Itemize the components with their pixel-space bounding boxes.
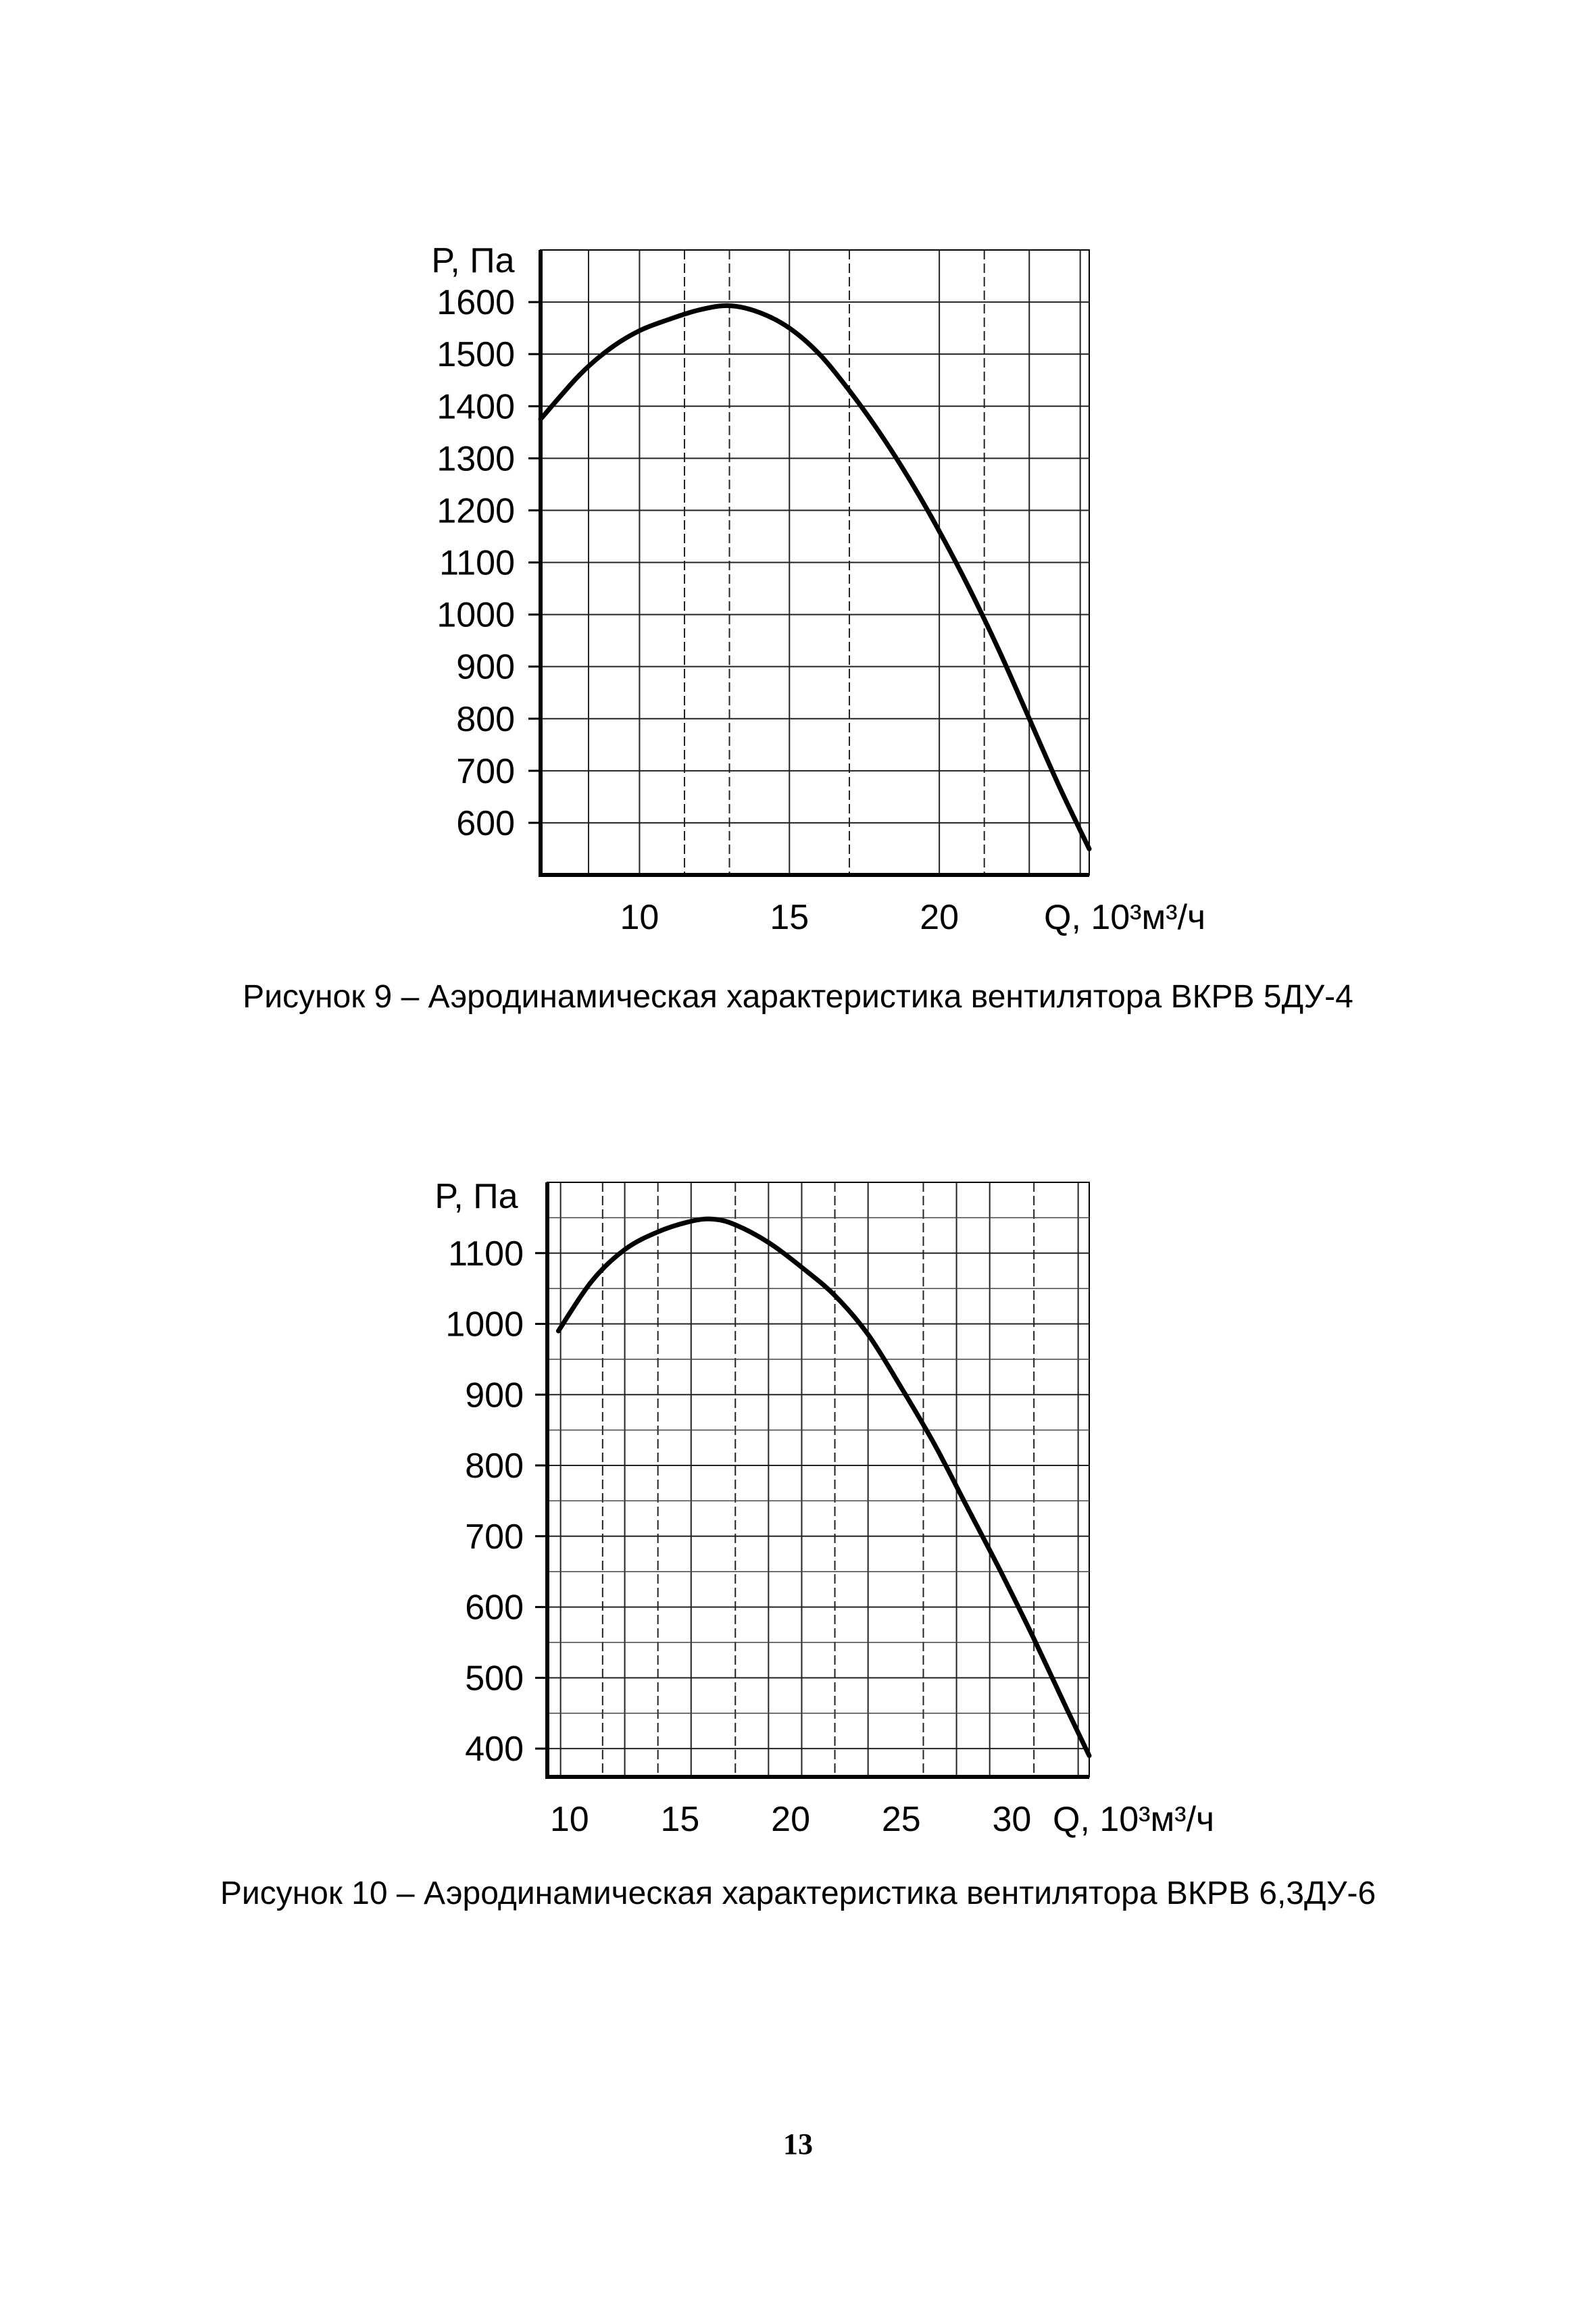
y-tick-label: 700	[456, 752, 515, 791]
x-tick-label: 10	[550, 1800, 589, 1839]
x-tick-label: 25	[882, 1800, 921, 1839]
y-tick-label: 800	[465, 1447, 524, 1486]
x-axis-label: Q, 10³м³/ч	[1044, 898, 1205, 937]
y-tick-label: 1600	[437, 283, 515, 322]
y-tick-label: 1000	[445, 1305, 524, 1344]
figure-10-caption: Рисунок 10 – Аэродинамическая характерис…	[220, 1876, 1376, 1911]
y-tick-label: 600	[465, 1588, 524, 1628]
y-tick-label: 900	[465, 1376, 524, 1415]
series-line	[538, 303, 1092, 851]
chart-vkrv-5du-4: 600 700 800 900 1000 1100 1200 1300 1400 1500 1600…	[431, 241, 1205, 937]
chart-vkrv-6-3du-6: 400 500 600 700 800 900 1000 1100 10 15 20 25 30 P, П…	[434, 1177, 1214, 1839]
x-tick-label: 10	[620, 898, 659, 937]
y-tick-label: 1000	[437, 596, 515, 635]
y-tick-label: 1100	[439, 544, 515, 583]
y-tick-label: 1200	[437, 491, 515, 530]
series-line	[555, 1216, 1092, 1759]
page-number: 13	[783, 2128, 813, 2161]
y-tick-label: 1100	[448, 1234, 524, 1274]
y-axis-label: P, Па	[431, 241, 514, 280]
y-tick-label: 1300	[437, 439, 515, 478]
y-tick-label: 1400	[437, 387, 515, 426]
y-tick-label: 400	[465, 1730, 524, 1769]
x-tick-label: 15	[770, 898, 809, 937]
y-tick-label: 800	[456, 700, 515, 739]
y-tick-label: 500	[465, 1659, 524, 1698]
plot-frame	[547, 1182, 1090, 1778]
x-axis-label: Q, 10³м³/ч	[1053, 1800, 1214, 1839]
figure-9-caption: Рисунок 9 – Аэродинамическая характерист…	[243, 979, 1353, 1015]
x-tick-label: 15	[660, 1800, 699, 1839]
x-tick-label: 30	[993, 1800, 1032, 1839]
y-axis-label: P, Па	[434, 1177, 518, 1216]
y-tick-label: 900	[456, 648, 515, 687]
y-tick-label: 600	[456, 804, 515, 843]
y-tick-label: 1500	[437, 335, 515, 374]
y-tick-label: 700	[465, 1517, 524, 1557]
x-tick-label: 20	[920, 898, 959, 937]
x-tick-label: 20	[771, 1800, 810, 1839]
